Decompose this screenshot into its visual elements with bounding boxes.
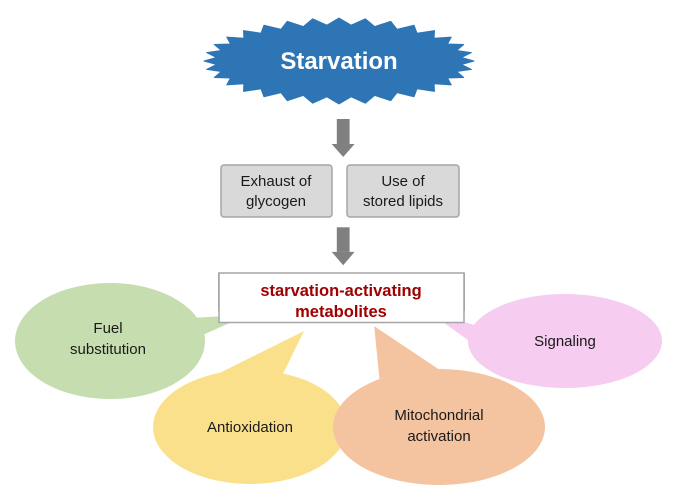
svg-text:Antioxidation: Antioxidation (207, 419, 293, 436)
svg-text:activation: activation (407, 428, 470, 445)
svg-text:substitution: substitution (70, 341, 146, 358)
svg-text:stored lipids: stored lipids (363, 193, 443, 210)
svg-text:Use of: Use of (381, 173, 425, 190)
svg-text:Signaling: Signaling (534, 333, 596, 350)
svg-text:Mitochondrial: Mitochondrial (394, 407, 483, 424)
svg-text:Exhaust of: Exhaust of (241, 173, 313, 190)
svg-text:metabolites: metabolites (295, 303, 387, 321)
svg-text:starvation-activating: starvation-activating (260, 282, 421, 300)
svg-text:Fuel: Fuel (93, 320, 122, 337)
svg-text:glycogen: glycogen (246, 193, 306, 210)
svg-text:Starvation: Starvation (280, 48, 397, 75)
